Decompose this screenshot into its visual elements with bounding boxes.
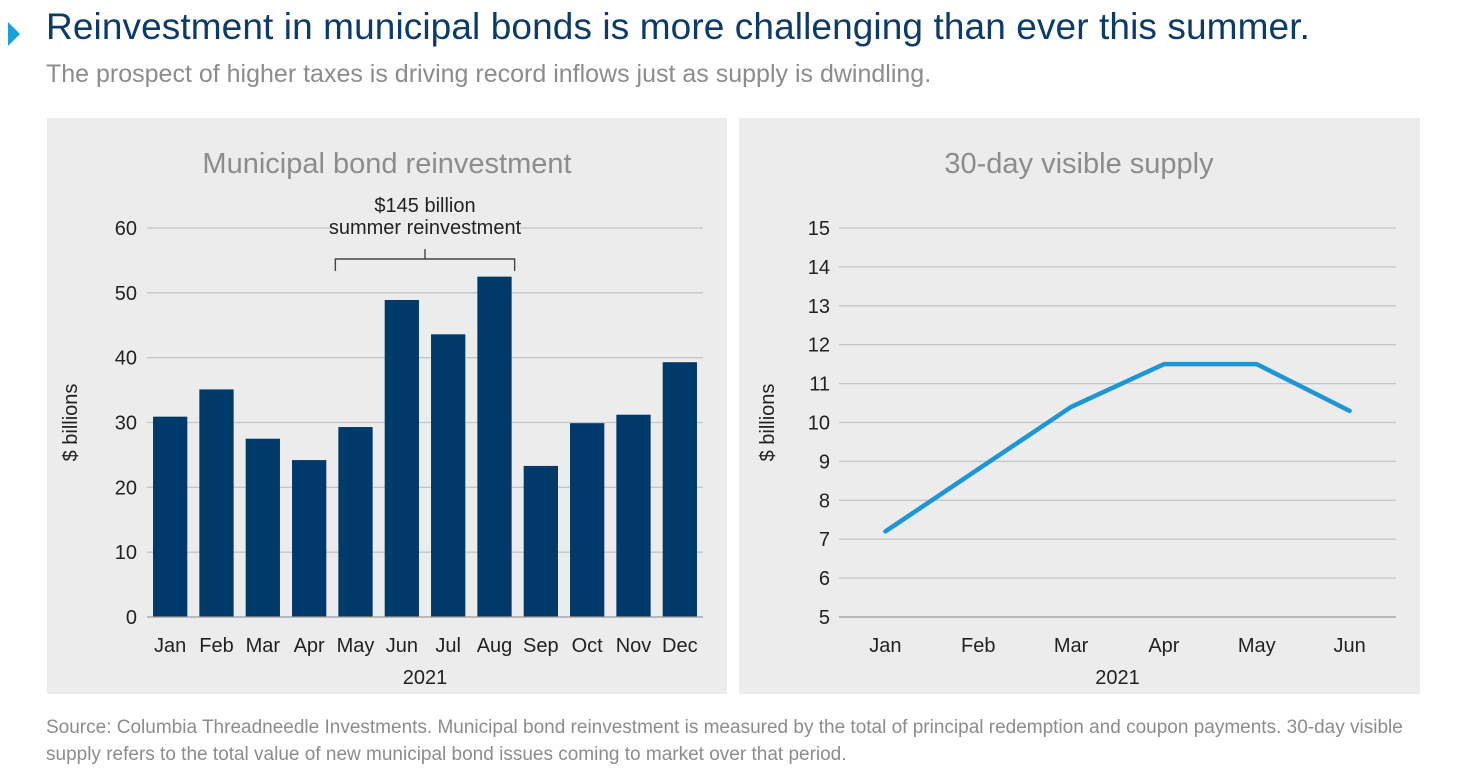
x-axis-label: 2021	[1095, 667, 1140, 689]
bar-sep	[523, 465, 558, 617]
bar-dec	[662, 362, 697, 617]
x-tick-label: Feb	[199, 635, 233, 657]
reinvestment-chart-panel: Municipal bond reinvestment 0 10 20 30 40 50 60…	[47, 118, 727, 694]
y-tick-label: 0	[126, 607, 137, 629]
page-subtitle: The prospect of higher taxes is driving …	[46, 60, 932, 88]
annotation-label-background	[330, 188, 520, 240]
x-tick-label: Mar	[1054, 635, 1089, 657]
x-tick-label: Jun	[1333, 635, 1365, 657]
bar-aug	[477, 276, 512, 617]
y-tick-label: 13	[808, 296, 830, 318]
bar-mar	[245, 438, 280, 617]
x-tick-label: Oct	[572, 635, 604, 657]
y-tick-label: 10	[115, 542, 137, 564]
series-line-visible-supply	[883, 361, 1352, 534]
x-tick-label: Sep	[523, 635, 559, 657]
chart-title: Municipal bond reinvestment	[202, 148, 571, 180]
x-tick-label: Jan	[154, 635, 186, 657]
bar-jan	[153, 416, 188, 617]
y-tick-label: 7	[819, 529, 830, 551]
x-tick-label: Apr	[294, 635, 325, 657]
x-tick-label: Apr	[1148, 635, 1179, 657]
y-tick-label: 12	[808, 335, 830, 357]
x-tick-label: Jul	[435, 635, 461, 657]
x-tick-label: Feb	[961, 635, 995, 657]
source-note: Source: Columbia Threadneedle Investment…	[46, 717, 1403, 765]
x-tick-label: Nov	[616, 635, 652, 657]
y-tick-label: 30	[115, 413, 137, 435]
y-tick-label: 60	[115, 218, 137, 240]
y-tick-label: 11	[809, 374, 830, 396]
annotation-label: summer reinvestment	[329, 217, 522, 239]
y-tick-label: 8	[819, 490, 830, 512]
reinvestment-chart: Municipal bond reinvestment 0 10 20 30 40 50 60…	[60, 148, 703, 689]
bar-apr	[292, 460, 327, 617]
y-tick-label: 50	[115, 283, 137, 305]
x-tick-label: Jun	[386, 635, 418, 657]
bar-jun	[384, 299, 419, 617]
visible-supply-chart: 30-day visible supply 5 6 7 8 9 10 11 12 13 14 15 Ja…	[757, 148, 1396, 689]
x-axis-label: 2021	[403, 667, 448, 689]
y-tick-label: 9	[819, 451, 830, 473]
page-title: Reinvestment in municipal bonds is more …	[46, 6, 1310, 47]
header-arrow-icon	[8, 22, 20, 46]
x-tick-label: Mar	[246, 635, 281, 657]
chart-title: 30-day visible supply	[944, 148, 1214, 180]
y-axis-label: $ billions	[757, 384, 779, 462]
annotation-bracket	[334, 249, 516, 271]
x-tick-label: May	[1238, 635, 1276, 657]
x-tick-label: Jan	[869, 635, 901, 657]
y-tick-label: 40	[115, 348, 137, 370]
y-tick-label: 14	[808, 257, 830, 279]
x-tick-label: Dec	[662, 635, 698, 657]
x-tick-label: Aug	[477, 635, 513, 657]
y-tick-label: 15	[808, 218, 830, 240]
annotation-label: $145 billion	[374, 195, 475, 217]
bar-may	[338, 427, 373, 617]
visible-supply-chart-panel: 30-day visible supply 5 6 7 8 9 10 11 12 13 14 15 Ja…	[739, 118, 1420, 694]
y-tick-label: 6	[819, 568, 830, 590]
x-tick-label: May	[337, 635, 375, 657]
y-axis-label: $ billions	[60, 384, 82, 462]
bar-jul	[431, 334, 466, 617]
bar-oct	[570, 423, 605, 617]
bar-feb	[199, 389, 234, 617]
y-tick-label: 10	[808, 413, 830, 435]
y-tick-label: 5	[819, 607, 830, 629]
y-tick-label: 20	[115, 477, 137, 499]
bar-nov	[616, 414, 651, 617]
